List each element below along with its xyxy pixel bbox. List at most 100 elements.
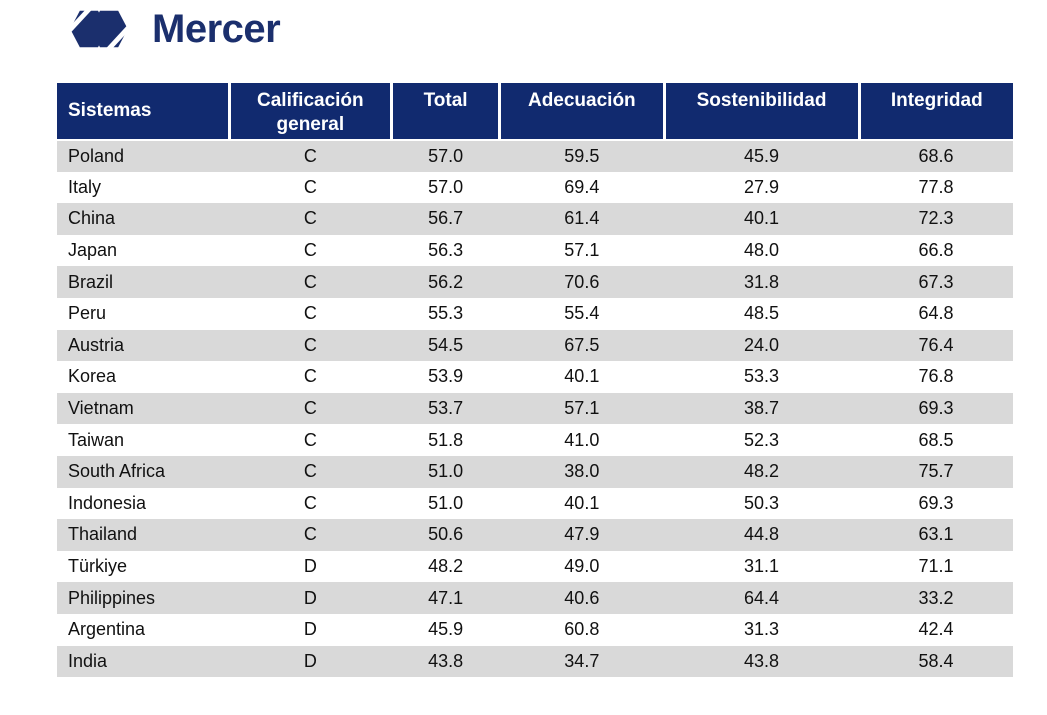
cell-system-name: South Africa: [68, 461, 166, 482]
cell-integridad: 42.4: [918, 619, 954, 640]
cell-sostenibilidad: 24.0: [744, 334, 780, 355]
cell-calificacion-general: C: [303, 524, 317, 545]
cell-adecuacion: 55.4: [564, 303, 600, 324]
cell-adecuacion: 57.1: [564, 240, 600, 261]
cell-total: 51.0: [428, 461, 464, 482]
table-row-indonesia: Indonesia C 51.0 40.1 50.3 69.3: [57, 487, 1013, 520]
cell-sostenibilidad: 31.8: [744, 271, 780, 292]
cell-adecuacion: 70.6: [564, 271, 600, 292]
cell-system-name: Austria: [68, 334, 125, 355]
cell-total: 45.9: [428, 619, 464, 640]
cell-system-name: Thailand: [68, 524, 138, 545]
cell-integridad: 58.4: [918, 650, 954, 671]
cell-total: 47.1: [428, 587, 464, 608]
cell-integridad: 68.5: [918, 429, 954, 450]
cell-adecuacion: 38.0: [564, 461, 600, 482]
table-header-row: Sistemas Calificación general Total Adecuac…: [57, 83, 1013, 141]
cell-calificacion-general: C: [303, 334, 317, 355]
cell-system-name: Türkiye: [68, 556, 128, 577]
cell-total: 56.7: [428, 208, 464, 229]
cell-calificacion-general: C: [303, 208, 317, 229]
column-header-sostenibilidad: Sostenibilidad: [662, 83, 860, 141]
cell-sostenibilidad: 48.0: [744, 240, 780, 261]
cell-calificacion-general: D: [303, 587, 317, 608]
cell-calificacion-general: C: [303, 398, 317, 419]
cell-calificacion-general: C: [303, 492, 317, 513]
cell-sostenibilidad: 50.3: [744, 492, 780, 513]
cell-calificacion-general: C: [303, 461, 317, 482]
cell-total: 50.6: [428, 524, 464, 545]
cell-sostenibilidad: 48.5: [744, 303, 780, 324]
cell-sostenibilidad: 45.9: [744, 145, 780, 166]
cell-system-name: China: [68, 208, 116, 229]
cell-calificacion-general: C: [303, 429, 317, 450]
cell-system-name: Taiwan: [68, 429, 125, 450]
table-row-brazil: Brazil C 56.2 70.6 31.8 67.3: [57, 266, 1013, 298]
table-row-japan: Japan C 56.3 57.1 48.0 66.8: [57, 234, 1013, 267]
cell-integridad: 76.4: [918, 334, 954, 355]
cell-sostenibilidad: 48.2: [744, 461, 780, 482]
cell-system-name: Indonesia: [68, 492, 147, 513]
cell-total: 43.8: [428, 650, 464, 671]
cell-adecuacion: 59.5: [564, 145, 600, 166]
cell-system-name: Japan: [68, 240, 118, 261]
cell-calificacion-general: C: [303, 271, 317, 292]
cell-system-name: Italy: [68, 176, 102, 197]
cell-calificacion-general: C: [303, 145, 317, 166]
cell-sostenibilidad: 53.3: [744, 366, 780, 387]
table-row-austria: Austria C 54.5 67.5 24.0 76.4: [57, 329, 1013, 362]
cell-system-name: Argentina: [68, 619, 146, 640]
column-header-sistemas: Sistemas: [57, 83, 230, 141]
table-row-poland: Poland C 57.0 59.5 45.9 68.6: [57, 140, 1013, 172]
cell-calificacion-general: C: [303, 176, 317, 197]
cell-total: 48.2: [428, 556, 464, 577]
cell-system-name: Brazil: [68, 271, 114, 292]
cell-system-name: Peru: [68, 303, 107, 324]
cell-integridad: 69.3: [918, 398, 954, 419]
column-header-integridad: Integridad: [857, 83, 1013, 141]
cell-total: 55.3: [428, 303, 464, 324]
cell-adecuacion: 57.1: [564, 398, 600, 419]
cell-calificacion-general: C: [303, 240, 317, 261]
cell-adecuacion: 49.0: [564, 556, 600, 577]
column-header-calificacion-general: Calificación general: [227, 83, 392, 141]
table-row-vietnam: Vietnam C 53.7 57.1 38.7 69.3: [57, 392, 1013, 425]
cell-calificacion-general: C: [303, 366, 317, 387]
cell-integridad: 69.3: [918, 492, 954, 513]
cell-calificacion-general: C: [303, 303, 317, 324]
table-row-taiwan: Taiwan C 51.8 41.0 52.3 68.5: [57, 424, 1013, 456]
cell-integridad: 63.1: [918, 524, 954, 545]
cell-total: 51.0: [428, 492, 464, 513]
column-header-adecuacion: Adecuación: [498, 83, 665, 141]
cell-sostenibilidad: 43.8: [744, 650, 780, 671]
cell-system-name: Vietnam: [68, 398, 134, 419]
cell-integridad: 66.8: [918, 240, 954, 261]
table-row-turkiye: Türkiye D 48.2 49.0 31.1 71.1: [57, 550, 1013, 583]
cell-integridad: 77.8: [918, 176, 954, 197]
cell-integridad: 76.8: [918, 366, 954, 387]
cell-adecuacion: 40.1: [564, 366, 600, 387]
table-head: Sistemas Calificación general Total Adecuac…: [57, 83, 1013, 141]
cell-adecuacion: 60.8: [564, 619, 600, 640]
cell-sostenibilidad: 40.1: [744, 208, 780, 229]
table-row-peru: Peru C 55.3 55.4 48.5 64.8: [57, 297, 1013, 330]
cell-system-name: Korea: [68, 366, 117, 387]
cell-adecuacion: 69.4: [564, 176, 600, 197]
table-body: Poland C 57.0 59.5 45.9 68.6 Italy C 57.0 69.4 27.…: [57, 140, 1013, 678]
cell-adecuacion: 40.1: [564, 492, 600, 513]
table-row-thailand: Thailand C 50.6 47.9 44.8 63.1: [57, 519, 1013, 551]
cell-total: 53.9: [428, 366, 464, 387]
cell-adecuacion: 67.5: [564, 334, 600, 355]
cell-sostenibilidad: 31.3: [744, 619, 780, 640]
cell-system-name: India: [68, 650, 108, 671]
mercer-wordmark: Mercer: [152, 7, 281, 51]
cell-total: 56.3: [428, 240, 464, 261]
cell-integridad: 64.8: [918, 303, 954, 324]
cell-system-name: Philippines: [68, 587, 156, 608]
pension-ratings-table: Sistemas Calificación general Total Adecuac…: [57, 83, 1013, 678]
cell-adecuacion: 47.9: [564, 524, 600, 545]
cell-sostenibilidad: 38.7: [744, 398, 780, 419]
cell-total: 53.7: [428, 398, 464, 419]
cell-integridad: 67.3: [918, 271, 954, 292]
